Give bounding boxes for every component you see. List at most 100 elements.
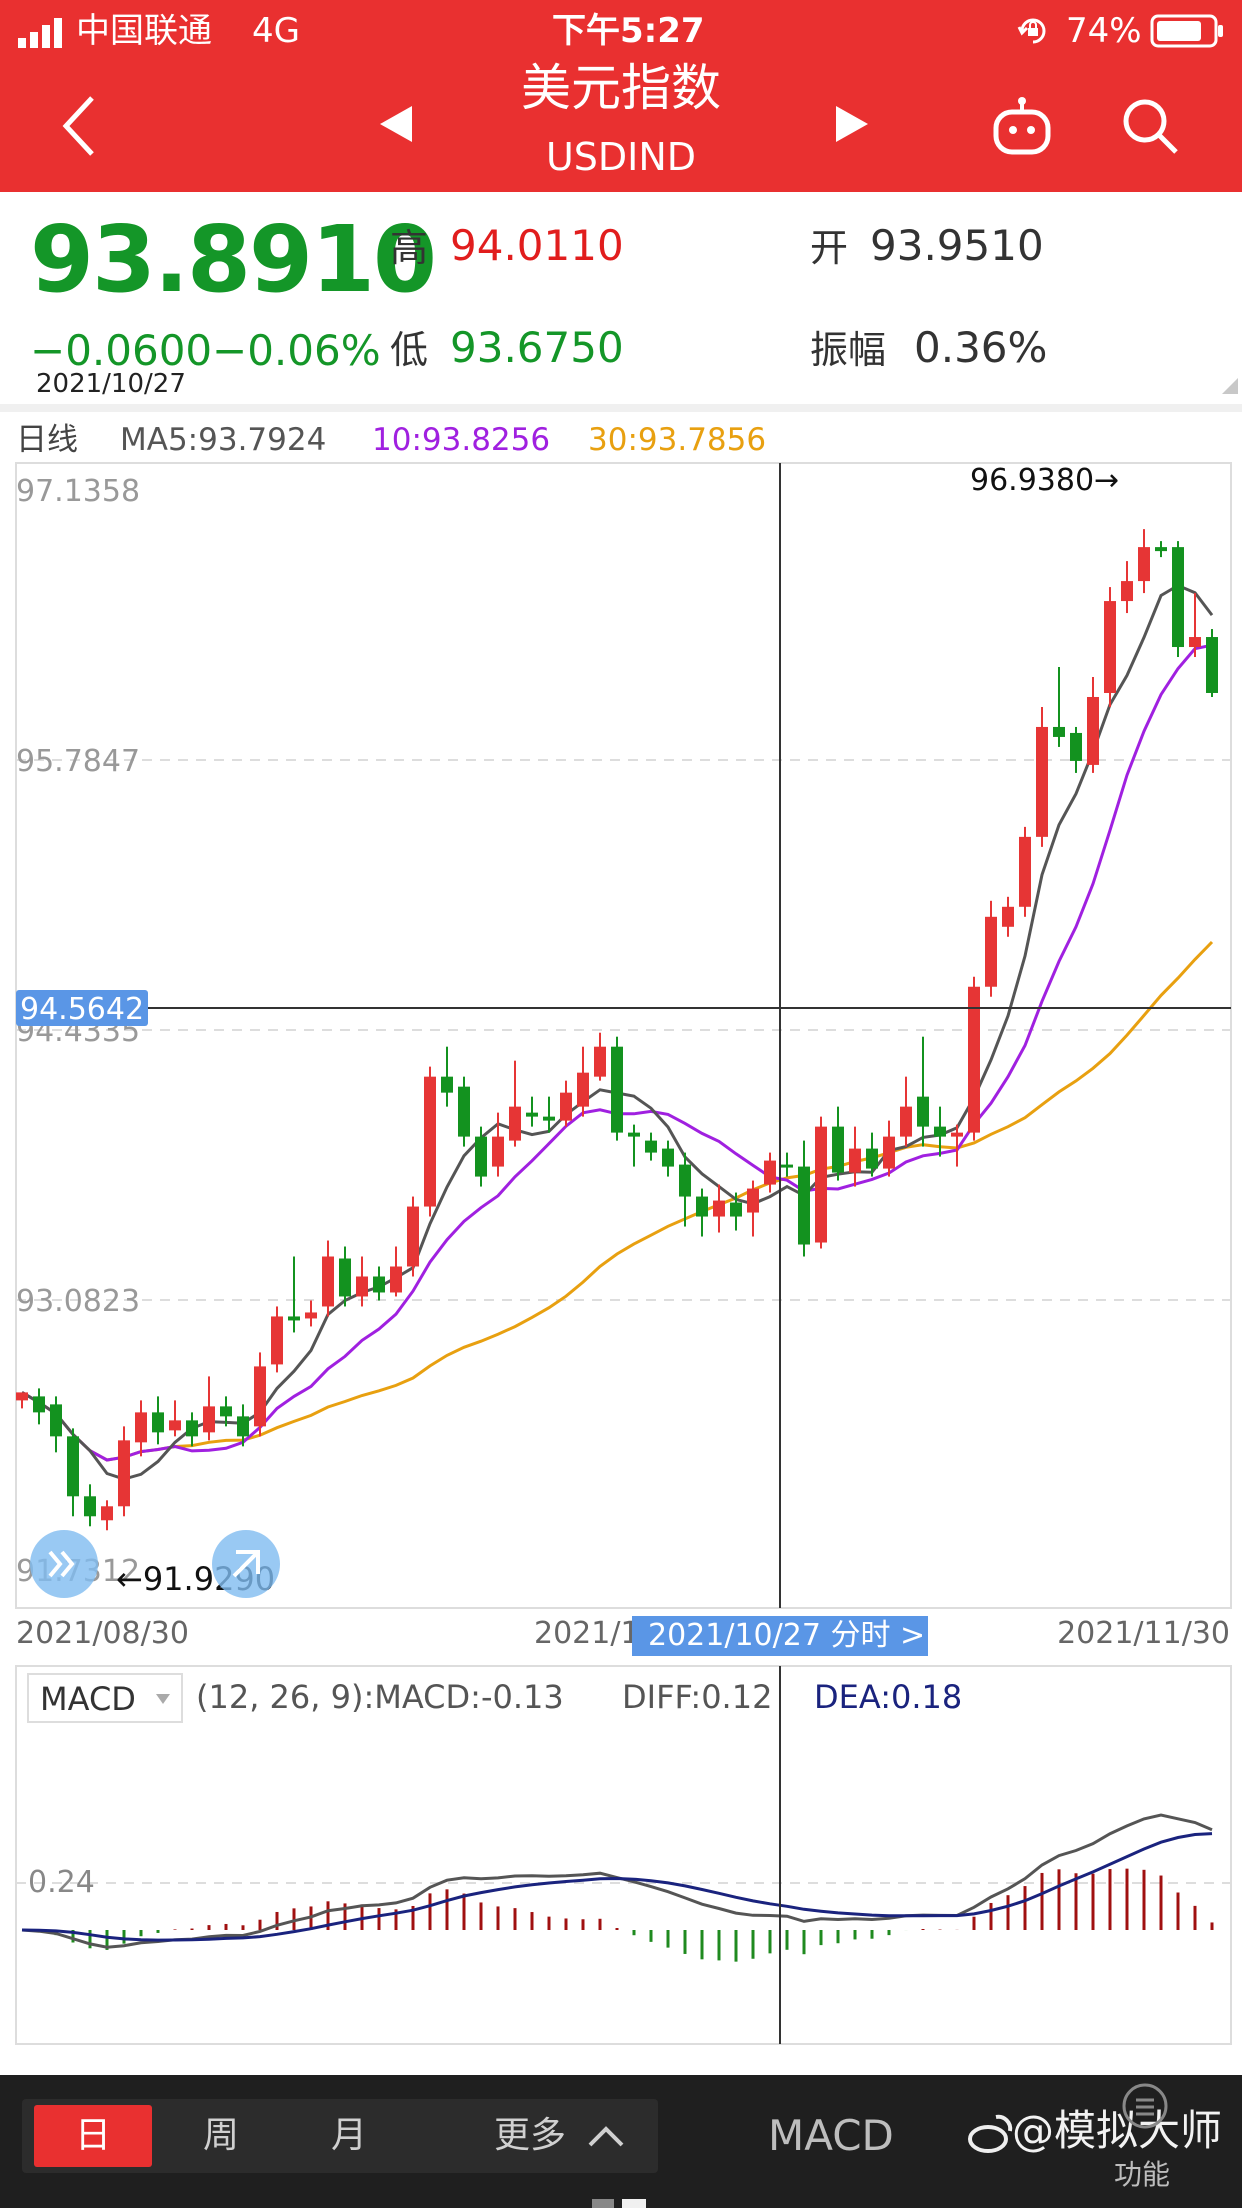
candle-body — [492, 1136, 504, 1167]
candle-body — [322, 1256, 334, 1307]
rotation-lock-icon — [1016, 14, 1050, 48]
back-icon[interactable] — [58, 94, 102, 158]
candle-body — [1155, 547, 1167, 552]
bottom-toolbar: 日 周 月 更多 MACD @模拟大师 功能 — [0, 2075, 1242, 2208]
candle-body — [135, 1412, 147, 1443]
candle-body — [1189, 637, 1201, 648]
candle-body — [713, 1200, 725, 1217]
candle-body — [628, 1132, 640, 1137]
candle-body — [594, 1046, 606, 1077]
reset-zoom-button[interactable] — [212, 1530, 280, 1598]
candles — [16, 529, 1218, 1531]
candle-body — [1087, 696, 1099, 765]
candle-body — [509, 1106, 521, 1141]
candle-body — [101, 1506, 113, 1521]
candle-body — [118, 1440, 130, 1507]
max-price-annotation: 96.9380→ — [970, 463, 1119, 498]
candle-body — [1019, 836, 1031, 907]
price-tick-label: 97.1358 — [16, 474, 140, 509]
candle-body — [33, 1396, 45, 1413]
candle-body — [237, 1416, 249, 1437]
candle-body — [611, 1046, 623, 1133]
ma10-legend: 10:93.8256 — [372, 422, 550, 458]
intraday-link-button[interactable]: 2021/10/27 分时 > — [632, 1616, 928, 1656]
date-axis-start: 2021/08/30 — [16, 1616, 189, 1651]
candle-body — [934, 1126, 946, 1137]
expand-arrow-icon — [232, 1550, 260, 1578]
low-value: 93.6750 — [450, 323, 624, 372]
candle-body — [832, 1126, 844, 1173]
candle-body — [1070, 732, 1082, 761]
watermark-text: @模拟大师 — [1012, 2106, 1223, 2155]
crosshair-price-tag: 94.5642 — [20, 992, 144, 1027]
ma30-legend: 30:93.7856 — [588, 422, 766, 458]
next-symbol-icon[interactable] — [832, 104, 872, 144]
status-time: 下午5:27 — [552, 11, 705, 51]
prev-symbol-icon[interactable] — [376, 104, 416, 144]
open-label: 开 — [810, 226, 849, 270]
candle-body — [220, 1406, 232, 1417]
candle-body — [84, 1496, 96, 1517]
candle-body — [424, 1076, 436, 1207]
macd-axis-label: 0.24 — [28, 1865, 95, 1900]
scroll-left-button[interactable] — [30, 1530, 98, 1598]
ma30-line — [21, 940, 1214, 1462]
candle-body — [798, 1166, 810, 1245]
candle-body — [679, 1164, 691, 1197]
candle-body — [849, 1148, 861, 1173]
double-chevron-icon — [48, 1550, 75, 1578]
price-tick-label: 95.7847 — [16, 744, 140, 779]
robot-icon[interactable] — [990, 96, 1054, 156]
candle-body — [730, 1202, 742, 1217]
indicator-button[interactable]: MACD — [768, 2111, 894, 2160]
app-header: 中国联通 4G 下午5:27 74% 美元指数 USDIND — [0, 0, 1242, 192]
candle-body — [985, 916, 997, 987]
dropdown-icon — [156, 1694, 170, 1704]
crosshair-date-tag: 2021/10/27 分时 > — [648, 1618, 925, 1653]
candle-body — [186, 1420, 198, 1437]
candle-body — [815, 1126, 827, 1243]
candle-body — [203, 1406, 215, 1433]
tab-month[interactable]: 月 — [330, 2115, 367, 2156]
macd-indicator — [21, 1813, 1214, 1962]
candle-body — [475, 1136, 487, 1177]
candle-body — [764, 1160, 776, 1185]
macd-selector[interactable]: MACD — [27, 1673, 183, 1723]
function-label[interactable]: 功能 — [1114, 2158, 1171, 2191]
expand-corner-icon[interactable] — [1222, 378, 1238, 394]
high-label: 高 — [390, 226, 429, 270]
signal-icon — [18, 18, 66, 48]
candle-body — [16, 1392, 28, 1401]
candle-body — [1053, 726, 1065, 737]
candle-body — [1138, 547, 1150, 582]
macd-diff: DIFF:0.12 — [622, 1678, 772, 1716]
candle-body — [781, 1164, 793, 1168]
battery-percent: 74% — [1066, 11, 1142, 51]
candle-body — [1002, 906, 1014, 927]
candle-body — [1104, 601, 1116, 693]
tab-more[interactable]: 更多 — [494, 2105, 644, 2167]
macd-diff-line — [21, 1813, 1213, 1949]
amplitude-value: 0.36% — [914, 323, 1048, 372]
candle-body — [951, 1132, 963, 1137]
macd-panel-frame — [15, 1665, 1232, 2045]
price-change-pct: −0.06% — [212, 326, 381, 375]
candle-body — [900, 1106, 912, 1137]
date-axis-end: 2021/11/30 — [1057, 1616, 1230, 1651]
candle-body — [407, 1206, 419, 1267]
tab-day[interactable]: 日 — [34, 2105, 152, 2167]
low-label: 低 — [390, 328, 429, 372]
candle-body — [1172, 547, 1184, 648]
candle-body — [254, 1366, 266, 1427]
home-indicator-right — [622, 2199, 646, 2208]
battery-icon — [1150, 14, 1224, 48]
tab-week[interactable]: 周 — [202, 2115, 239, 2156]
candle-body — [917, 1096, 929, 1127]
search-icon[interactable] — [1120, 96, 1180, 156]
kline-chart[interactable]: 日线 MA5:93.7924 10:93.8256 30:93.7856 97.… — [0, 412, 1242, 2075]
candle-body — [560, 1092, 572, 1121]
last-price: 93.8910 — [30, 206, 437, 313]
menu-icon[interactable] — [1120, 2081, 1170, 2131]
carrier-name: 中国联通 — [76, 11, 212, 51]
